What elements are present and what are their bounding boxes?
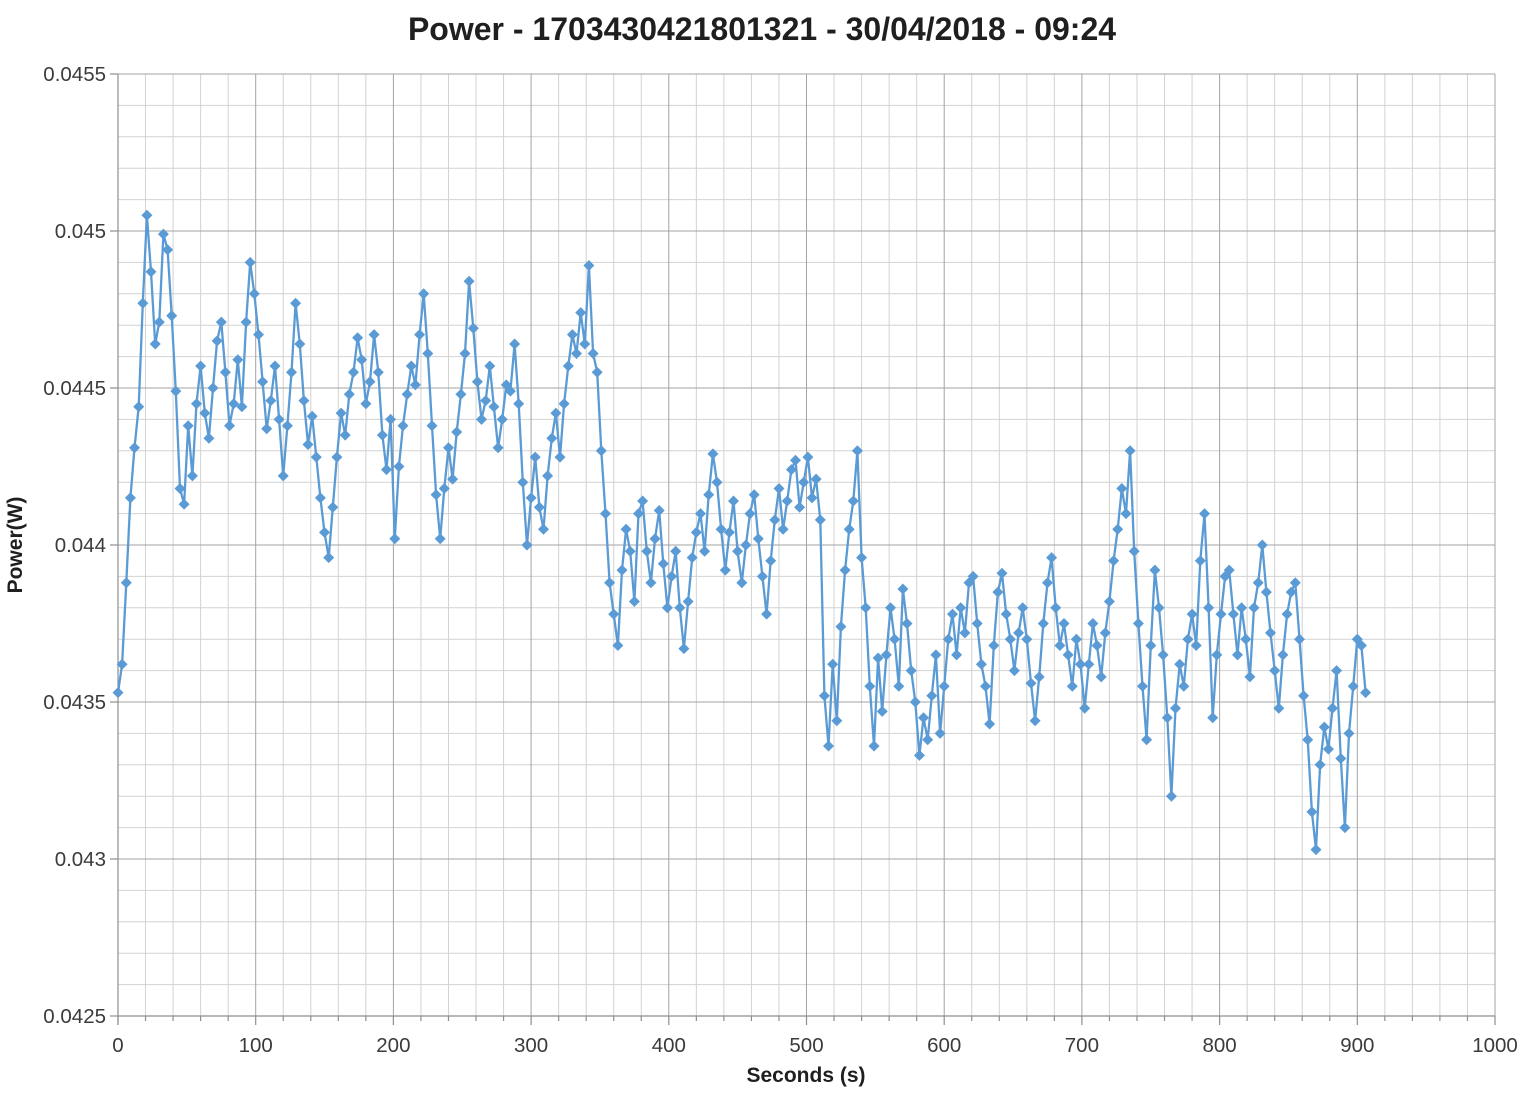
y-tick-label: 0.045 <box>55 220 106 243</box>
x-tick-label: 400 <box>652 1034 686 1057</box>
y-tick-label: 0.0445 <box>43 377 106 400</box>
data-point-markers <box>112 209 1372 856</box>
chart-title: Power - 1703430421801321 - 30/04/2018 - … <box>408 11 1116 47</box>
y-tick-label: 0.0425 <box>43 1005 106 1028</box>
x-tick-label: 200 <box>376 1034 410 1057</box>
x-tick-label: 600 <box>927 1034 961 1057</box>
y-tick-labels: 0.0425 0.043 0.0435 0.044 0.0445 0.045 0.0455 <box>43 63 106 1028</box>
y-tick-label: 0.044 <box>55 534 106 557</box>
y-axis-title: Power(W) <box>4 497 27 594</box>
x-tick-labels: 0 100 200 300 400 500 600 700 800 900 1000 <box>112 1034 1518 1057</box>
x-tick-label: 900 <box>1340 1034 1374 1057</box>
y-tick-label: 0.0435 <box>43 691 106 714</box>
y-tick-label: 0.0455 <box>43 63 106 86</box>
gridlines-major <box>118 73 1496 1016</box>
data-series-line <box>116 214 1367 851</box>
x-tick-label: 500 <box>789 1034 823 1057</box>
x-tick-label: 300 <box>514 1034 548 1057</box>
x-tick-label: 100 <box>239 1034 273 1057</box>
x-tick-label: 0 <box>112 1034 123 1057</box>
data-series-power <box>112 209 1372 856</box>
y-tick-label: 0.043 <box>55 848 106 871</box>
x-axis-title: Seconds (s) <box>746 1064 865 1087</box>
x-tick-label: 700 <box>1065 1034 1099 1057</box>
x-tick-label: 800 <box>1202 1034 1236 1057</box>
x-tick-label: 1000 <box>1472 1034 1518 1057</box>
axis-tick-marks <box>110 73 1496 1025</box>
